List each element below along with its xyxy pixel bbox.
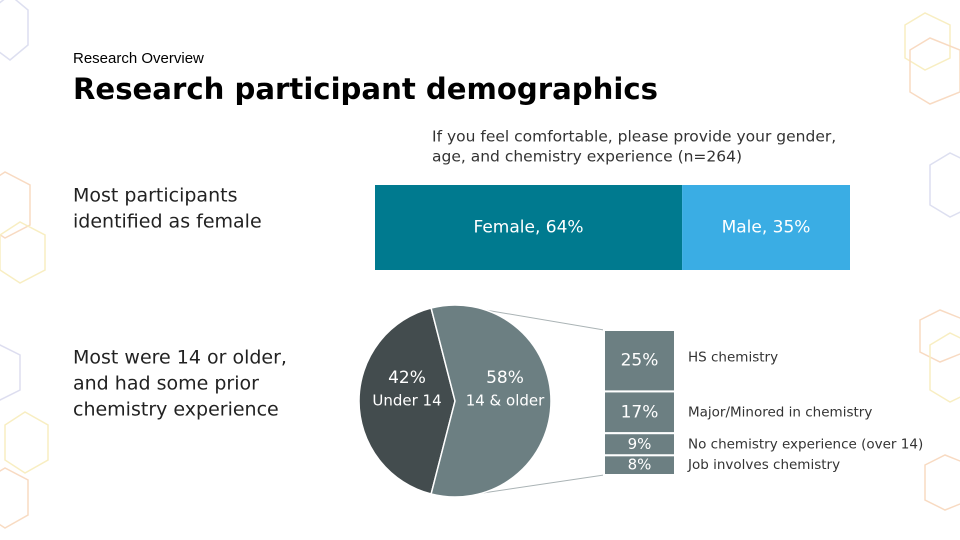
category-label: HS chemistry	[688, 350, 778, 366]
chart-title: If you feel comfortable, please provide …	[432, 128, 836, 146]
slide-title: Research participant demographics	[73, 72, 658, 106]
pie-slice	[430, 304, 552, 498]
column-segment	[603, 454, 676, 477]
point-text: Most participants	[73, 185, 237, 207]
point-text: Most were 14 or older,	[73, 347, 287, 369]
category-label: 14 & older	[466, 392, 545, 410]
category-label: Major/Minored in chemistry	[688, 404, 872, 420]
pie-slice	[358, 307, 456, 495]
column-segment	[603, 329, 676, 393]
value-label: 58%	[486, 368, 524, 388]
kicker: Research Overview	[73, 50, 204, 67]
value-label: 9%	[628, 435, 652, 453]
bar-segment	[682, 185, 850, 270]
category-label: No chemistry experience (over 14)	[688, 436, 923, 452]
chart-title: age, and chemistry experience (n=264)	[432, 148, 742, 166]
point-text: and had some prior	[73, 373, 259, 395]
point-text: chemistry experience	[73, 399, 279, 421]
value-label: 17%	[621, 402, 659, 422]
value-label: 25%	[621, 351, 659, 371]
column-segment	[603, 390, 676, 435]
bar-segment	[375, 185, 683, 270]
value-label: 42%	[388, 368, 426, 388]
value-label: Male, 35%	[722, 218, 811, 238]
point-text: identified as female	[73, 211, 262, 233]
value-label: Female, 64%	[474, 218, 584, 238]
hexagon-decoration	[0, 0, 960, 529]
category-label: Job involves chemistry	[687, 457, 840, 473]
category-label: Under 14	[372, 392, 441, 410]
value-label: 8%	[628, 456, 652, 474]
